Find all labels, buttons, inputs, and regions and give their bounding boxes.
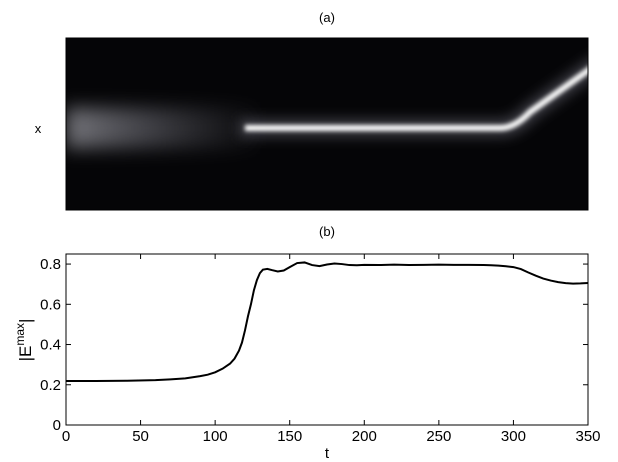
heatmap-diffuse-beam	[66, 108, 256, 148]
heatmap-plot	[66, 38, 588, 210]
y-axis-label: |Emax|	[13, 319, 35, 362]
y-axis-label-sup: max	[13, 323, 27, 346]
y-tick-label: 0	[53, 417, 61, 434]
series-line	[66, 261, 589, 382]
svg-text:|Emax|: |Emax|	[13, 319, 35, 362]
x-tick-label: 250	[426, 428, 451, 445]
x-tick-label: 50	[132, 428, 149, 445]
y-axis-label-end: |	[16, 319, 35, 323]
y-tick-label: 0.4	[40, 337, 61, 354]
y-axis-label-main: |E	[16, 346, 35, 362]
heatmap-frame	[65, 37, 589, 211]
line-plot: 0 50 100 150 200 250 300 350 0 0.2 0.4 0.6 0.8	[40, 253, 601, 445]
line-title: (b)	[319, 224, 335, 239]
x-tick-label: 100	[203, 428, 228, 445]
x-ticks: 0 50 100 150 200 250 300 350	[62, 254, 601, 445]
y-tick-label: 0.2	[40, 377, 61, 394]
x-tick-label: 150	[277, 428, 302, 445]
x-axis-label: t	[325, 445, 330, 462]
y-tick-label: 0.6	[40, 296, 61, 313]
heatmap-ylabel: x	[35, 121, 42, 136]
heatmap-title: (a)	[319, 10, 335, 25]
x-tick-label: 200	[352, 428, 377, 445]
x-tick-label: 300	[501, 428, 526, 445]
y-ticks: 0 0.2 0.4 0.6 0.8	[40, 256, 588, 434]
x-tick-label: 350	[575, 428, 600, 445]
x-tick-label: 0	[62, 428, 70, 445]
heatmap-beam-core	[245, 66, 588, 131]
y-tick-label: 0.8	[40, 256, 61, 273]
line-plot-frame	[65, 253, 589, 426]
